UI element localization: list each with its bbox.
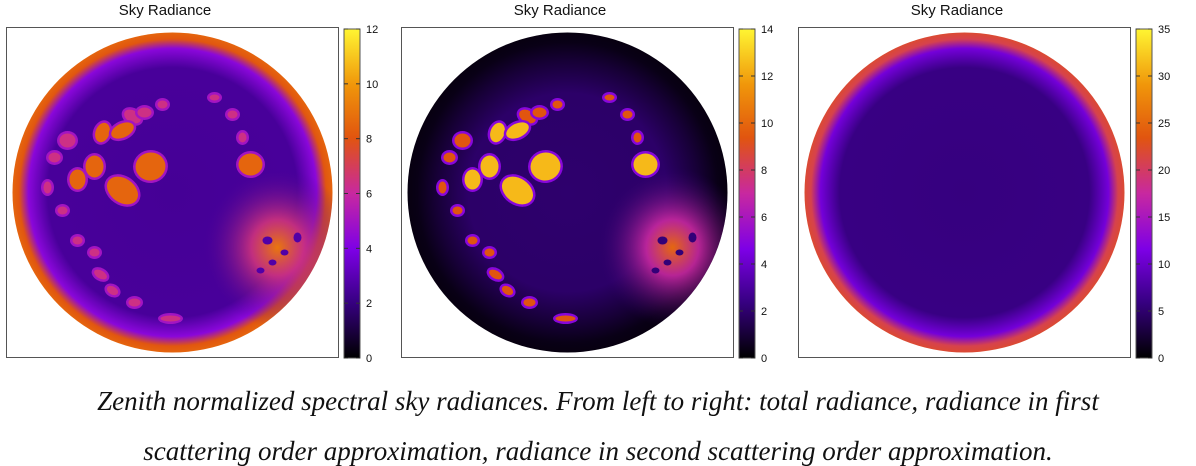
cloud — [499, 283, 516, 298]
colorbar-tick-label: 10 — [761, 118, 773, 130]
cloud — [46, 150, 63, 165]
panel-first-order-radiance: Sky Radiance 0 2 4 6 8 10 12 14 — [395, 0, 785, 365]
cloud — [631, 130, 644, 145]
chart-title: Sky Radiance — [910, 2, 1004, 19]
cloud — [57, 131, 78, 150]
cloud-shadow — [688, 232, 697, 243]
cloud-shadow — [280, 249, 289, 256]
cloud — [104, 283, 121, 298]
colorbar-tick-label: 6 — [761, 212, 767, 224]
cloud — [41, 179, 54, 196]
colorbar-tick-label: 0 — [1158, 353, 1164, 365]
colorbar-tick-label: 10 — [1158, 259, 1170, 271]
colorbar-tick-label: 12 — [761, 71, 773, 83]
cloud — [487, 120, 508, 145]
colorbar-gradient — [738, 28, 756, 359]
panel-total-radiance: Sky Radiance 0 2 4 6 8 10 12 — [0, 0, 390, 365]
colorbar-tick-label: 2 — [366, 298, 372, 310]
colorbar-tick-label: 0 — [761, 353, 767, 365]
cloud — [126, 296, 143, 309]
cloud — [207, 92, 222, 103]
cloud-shadow — [262, 236, 273, 245]
cloud — [92, 120, 113, 145]
colorbar-tick-label: 10 — [366, 79, 378, 91]
colorbar-tick-label: 12 — [366, 24, 378, 36]
colorbar-tick-label: 5 — [1158, 306, 1164, 318]
cloud — [620, 108, 635, 121]
cloud — [478, 153, 501, 180]
cloud — [83, 153, 106, 180]
colorbar-tick-label: 8 — [761, 165, 767, 177]
sky-radiance-map — [407, 32, 728, 353]
cloud — [499, 174, 536, 207]
cloud — [602, 92, 617, 103]
plot-frame — [401, 27, 734, 358]
cloud — [482, 246, 497, 259]
cloud — [135, 105, 154, 120]
cloud — [450, 204, 465, 217]
cloud — [550, 98, 565, 111]
cloud — [236, 130, 249, 145]
cloud-shadow — [268, 259, 277, 266]
cloud — [87, 246, 102, 259]
cloud-shadow — [651, 267, 660, 274]
colorbar-tick-label: 4 — [366, 243, 372, 255]
colorbar: 0 2 4 6 8 10 12 14 — [738, 24, 773, 365]
cloud-shadow — [256, 267, 265, 274]
cloud — [462, 167, 483, 192]
cloud — [70, 234, 85, 247]
cloud — [553, 313, 578, 324]
cloud — [133, 149, 168, 184]
cloud-shadow — [675, 249, 684, 256]
cloud — [503, 119, 532, 142]
colorbar-gradient — [1135, 28, 1153, 359]
chart-title: Sky Radiance — [513, 2, 607, 19]
plot-frame — [798, 27, 1131, 358]
figure-caption-line-1: Zenith normalized spectral sky radiances… — [97, 386, 1099, 416]
sky-disk — [804, 32, 1125, 353]
cloud — [67, 167, 88, 192]
sky-radiance-map — [12, 32, 333, 353]
cloud — [55, 204, 70, 217]
cloud — [530, 105, 549, 120]
cloud — [521, 296, 538, 309]
cloud — [104, 174, 141, 207]
colorbar-tick-label: 35 — [1158, 24, 1170, 36]
colorbar: 0 5 10 15 20 25 30 35 — [1135, 24, 1170, 365]
colorbar-tick-label: 14 — [761, 24, 773, 36]
cloud-shadow — [293, 232, 302, 243]
colorbar-tick-label: 15 — [1158, 212, 1170, 224]
cloud — [236, 151, 265, 178]
figure-caption-line-2: scattering order approximation, radiance… — [143, 436, 1053, 466]
cloud — [465, 234, 480, 247]
cloud — [436, 179, 449, 196]
colorbar-tick-label: 0 — [366, 353, 372, 365]
cloud — [158, 313, 183, 324]
colorbar-tick-label: 2 — [761, 306, 767, 318]
cloud — [91, 267, 110, 282]
cloud — [486, 267, 505, 282]
cloud — [452, 131, 473, 150]
colorbar-tick-label: 20 — [1158, 165, 1170, 177]
colorbar-tick-label: 30 — [1158, 71, 1170, 83]
cloud-shadow — [663, 259, 672, 266]
colorbar-tick-label: 6 — [366, 189, 372, 201]
colorbar-tick-label: 25 — [1158, 118, 1170, 130]
chart-title: Sky Radiance — [118, 2, 212, 19]
colorbar-tick-label: 4 — [761, 259, 767, 271]
colorbar: 0 2 4 6 8 10 12 — [343, 24, 378, 365]
colorbar-tick-label: 8 — [366, 134, 372, 146]
cloud-shadow — [657, 236, 668, 245]
cloud — [108, 119, 137, 142]
cloud — [631, 151, 660, 178]
panel-second-order-radiance: Sky Radiance 0 5 10 15 20 25 30 35 — [792, 0, 1182, 365]
cloud — [225, 108, 240, 121]
cloud — [155, 98, 170, 111]
cloud — [441, 150, 458, 165]
sky-radiance-map — [804, 32, 1125, 353]
cloud — [528, 149, 563, 184]
plot-frame — [6, 27, 339, 358]
